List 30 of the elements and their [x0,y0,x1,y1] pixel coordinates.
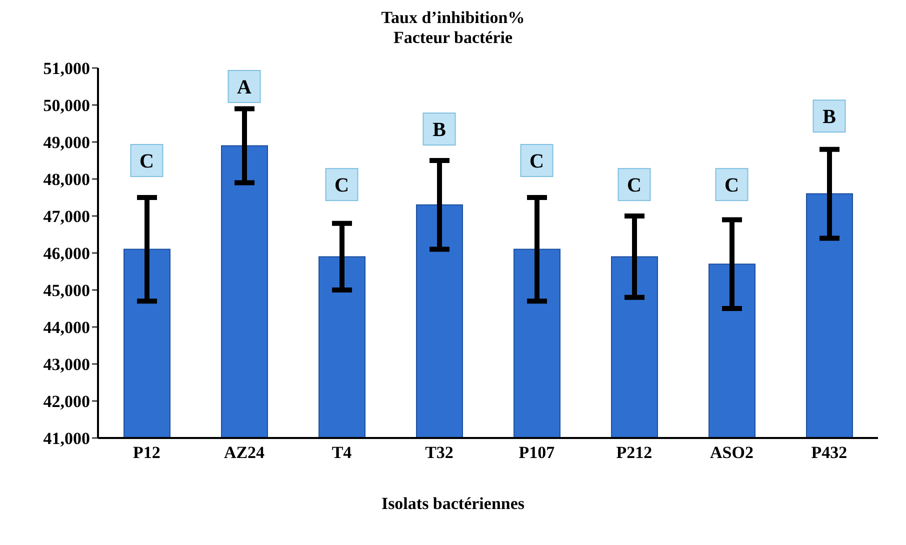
x-tick-label: P432 [811,443,848,462]
y-tick-label: 48,000 [43,170,90,190]
annotation: C [140,150,154,172]
y-tick-label: 49,000 [43,133,90,152]
x-tick-label: ASO2 [710,443,754,462]
x-tick-label: P12 [133,443,160,462]
y-tick-label: 47,000 [43,207,90,226]
y-tick-label: 44,000 [43,318,90,338]
annotation: C [627,174,642,197]
y-tick-label: 41,000 [43,429,90,448]
annotation: C [334,174,349,197]
chart-title: Taux d’inhibition% [380,8,526,28]
x-tick-label: T4 [332,443,352,462]
annotation: A [237,76,252,98]
annotation: B [822,106,836,128]
annotation: B [432,119,446,142]
y-tick-label: 42,000 [43,392,90,412]
x-tick-label: T32 [425,443,454,462]
y-tick-label: 46,000 [43,244,90,264]
x-tick-label: AZ24 [224,443,266,462]
y-tick-label: 50,000 [43,96,90,116]
annotation: C [530,150,544,172]
chart-subtitle: Facteur bactérie [392,28,514,48]
y-tick-label: 51,000 [43,59,90,78]
annotation: C [724,174,739,197]
x-tick-label: P212 [616,443,652,462]
x-tick-label: P107 [518,443,556,462]
y-tick-label: 45,000 [43,281,90,300]
x-axis-title: Isolats bactériennes [380,494,526,514]
y-tick-label: 43,000 [43,355,90,374]
